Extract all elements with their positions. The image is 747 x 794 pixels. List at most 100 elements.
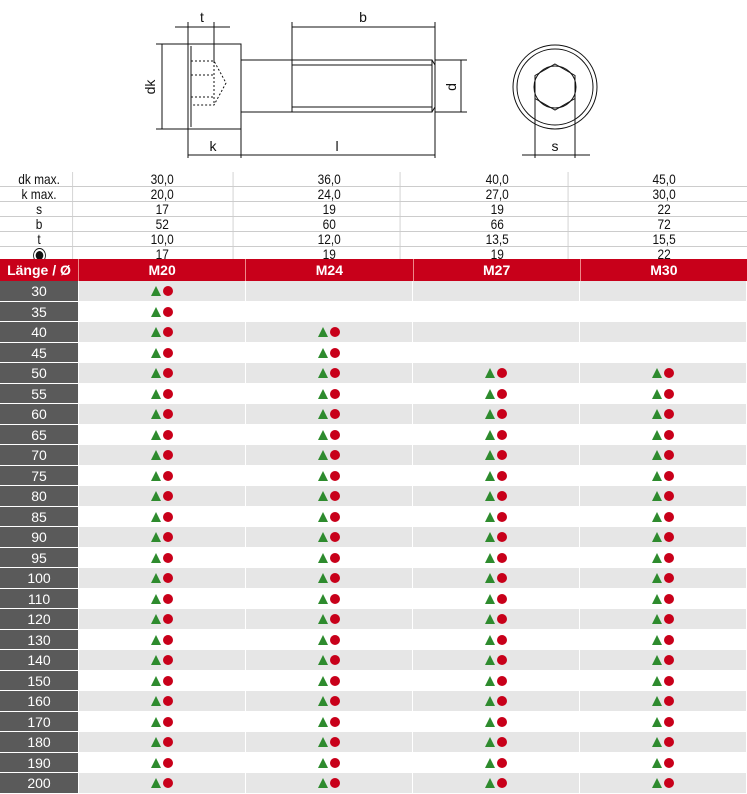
green-triangle-icon [652, 593, 662, 604]
green-triangle-icon [318, 716, 328, 727]
green-triangle-icon [485, 532, 495, 542]
green-triangle-icon [652, 675, 662, 686]
availability-cell [580, 527, 747, 547]
spec-value: 72 [657, 216, 671, 232]
green-triangle-icon [652, 634, 662, 645]
red-dot-icon [497, 696, 507, 706]
availability-cell [79, 342, 246, 362]
spec-row: s 17 19 19 22 [0, 202, 747, 217]
red-dot-icon [330, 327, 340, 337]
green-triangle-icon [652, 368, 662, 378]
availability-cell [413, 342, 580, 362]
green-triangle-icon [485, 593, 495, 604]
green-triangle-icon [652, 737, 662, 747]
green-triangle-icon [151, 737, 161, 747]
green-triangle-icon [151, 552, 161, 563]
spec-value: 45,0 [652, 171, 676, 187]
spec-value: 30,0 [92, 172, 234, 186]
availability-cell [413, 732, 580, 752]
green-triangle-icon [652, 696, 662, 706]
red-dot-icon [163, 388, 173, 399]
availability-cell [79, 629, 246, 649]
green-triangle-icon [652, 614, 662, 624]
availability-cell [413, 281, 580, 301]
green-triangle-icon [151, 778, 161, 788]
availability-cell [413, 711, 580, 731]
table-header: Länge / Ø M20 M24 M27 M30 [0, 259, 747, 281]
green-triangle-icon [485, 696, 495, 706]
length-cell: 120 [0, 609, 79, 629]
red-dot-icon [497, 368, 507, 378]
availability-cell [79, 588, 246, 608]
red-dot-icon [497, 573, 507, 583]
availability-cell [79, 363, 246, 383]
green-triangle-icon [151, 388, 161, 399]
green-triangle-icon [151, 491, 161, 501]
availability-cell [79, 465, 246, 485]
green-triangle-icon [151, 327, 161, 337]
availability-cell [580, 322, 747, 342]
spec-value: 27,0 [426, 187, 569, 201]
availability-cell [79, 609, 246, 629]
green-triangle-icon [485, 470, 495, 481]
green-triangle-icon [151, 368, 161, 378]
table-row: 35 [0, 301, 747, 322]
red-dot-icon [497, 655, 507, 665]
spec-value: 17 [92, 247, 234, 261]
red-dot-icon [497, 757, 507, 768]
header-m24: M24 [246, 259, 414, 281]
spec-value: 17 [92, 202, 234, 216]
red-dot-icon [664, 675, 674, 686]
length-cell: 75 [0, 465, 79, 485]
availability-cell [246, 588, 413, 608]
red-dot-icon [664, 696, 674, 706]
red-dot-icon [163, 491, 173, 501]
red-dot-icon [163, 593, 173, 604]
spec-value: 24,0 [259, 187, 401, 201]
red-dot-icon [664, 634, 674, 645]
green-triangle-icon [485, 614, 495, 624]
spec-value: 36,0 [259, 172, 401, 186]
green-triangle-icon [318, 757, 328, 768]
availability-cell [413, 752, 580, 772]
spec-row: b 52 60 66 72 [0, 217, 747, 232]
red-dot-icon [163, 716, 173, 727]
availability-cell [79, 404, 246, 424]
availability-cell [580, 568, 747, 588]
red-dot-icon [497, 388, 507, 399]
green-triangle-icon [485, 388, 495, 399]
red-dot-icon [497, 634, 507, 645]
availability-cell [79, 773, 246, 793]
red-dot-icon [163, 450, 173, 460]
green-triangle-icon [318, 368, 328, 378]
availability-cell [79, 527, 246, 547]
availability-cell [246, 650, 413, 670]
green-triangle-icon [151, 429, 161, 440]
availability-cell [246, 527, 413, 547]
green-triangle-icon [318, 778, 328, 788]
table-row: 90 [0, 527, 747, 548]
availability-cell [79, 486, 246, 506]
table-row: 160 [0, 691, 747, 712]
screw-drawing: t b dk d k l s [142, 9, 598, 158]
length-cell: 30 [0, 281, 79, 301]
green-triangle-icon [485, 757, 495, 768]
spec-label: dk max. [6, 172, 74, 186]
availability-cell [246, 752, 413, 772]
table-row: 120 [0, 609, 747, 630]
green-triangle-icon [652, 532, 662, 542]
green-triangle-icon [652, 491, 662, 501]
availability-cell [413, 404, 580, 424]
availability-cell [580, 773, 747, 793]
availability-cell [246, 363, 413, 383]
green-triangle-icon [485, 409, 495, 419]
red-dot-icon [664, 593, 674, 604]
availability-cell [580, 465, 747, 485]
spec-value: 60 [259, 217, 401, 231]
red-dot-icon [497, 470, 507, 481]
red-dot-icon [664, 450, 674, 460]
length-cell: 110 [0, 588, 79, 608]
spec-value: 40,0 [426, 172, 569, 186]
availability-cell [413, 670, 580, 690]
red-dot-icon [664, 409, 674, 419]
